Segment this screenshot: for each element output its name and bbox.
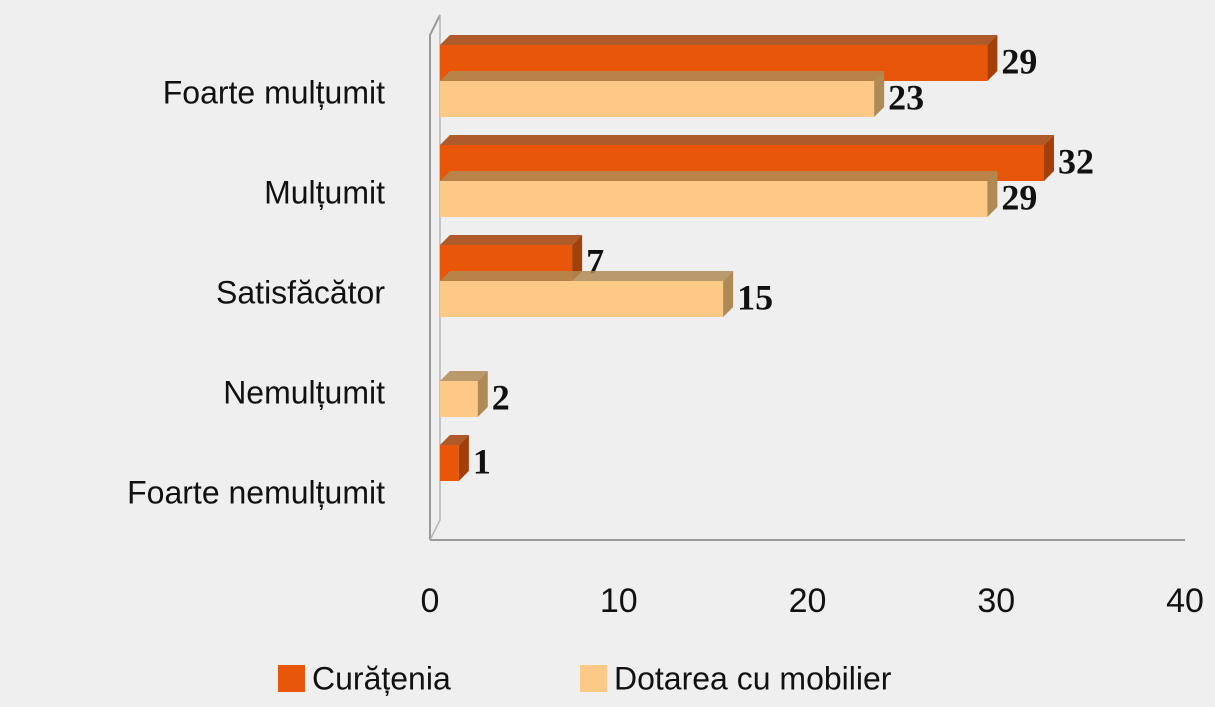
bar-side xyxy=(987,171,998,217)
back-wall-edge xyxy=(429,14,441,540)
data-label: 2 xyxy=(492,377,510,417)
bar xyxy=(440,281,724,317)
bar-side xyxy=(477,371,488,417)
legend-swatch xyxy=(580,665,607,692)
bar-side xyxy=(874,71,885,117)
legend-label: Dotarea cu mobilier xyxy=(614,660,892,696)
bar-side xyxy=(458,435,469,481)
data-label: 1 xyxy=(473,441,491,481)
category-label: Nemulțumit xyxy=(223,374,385,410)
bar xyxy=(440,181,988,217)
bar xyxy=(440,445,459,481)
category-label: Foarte mulțumit xyxy=(163,74,385,110)
data-label: 32 xyxy=(1058,141,1094,181)
bar xyxy=(440,381,478,417)
x-tick-label: 10 xyxy=(600,582,638,620)
bar-side xyxy=(572,235,583,281)
bar-top xyxy=(440,35,998,45)
category-label: Mulțumit xyxy=(264,174,385,210)
legend-swatch xyxy=(278,665,305,692)
bar-top xyxy=(440,271,734,281)
x-tick-label: 20 xyxy=(789,582,827,620)
bar-top xyxy=(440,435,469,445)
bar-top xyxy=(440,171,998,181)
data-label: 15 xyxy=(737,277,773,317)
category-label: Foarte nemulțumit xyxy=(127,474,385,510)
bar-top xyxy=(440,235,583,245)
data-label: 23 xyxy=(888,77,924,117)
x-tick-label: 0 xyxy=(421,582,440,620)
bar xyxy=(440,81,875,117)
bar-side xyxy=(723,271,734,317)
x-tick-label: 30 xyxy=(977,582,1015,620)
category-label: Satisfăcător xyxy=(216,274,385,310)
data-label: 29 xyxy=(1001,41,1037,81)
legend-label: Curățenia xyxy=(312,660,451,696)
bar-side xyxy=(1044,135,1054,181)
data-label: 29 xyxy=(1001,177,1037,217)
bar-side xyxy=(987,35,998,81)
bar-top xyxy=(440,135,1054,145)
x-tick-label: 40 xyxy=(1166,582,1204,620)
bar-top xyxy=(440,371,488,381)
bar-top xyxy=(440,71,885,81)
